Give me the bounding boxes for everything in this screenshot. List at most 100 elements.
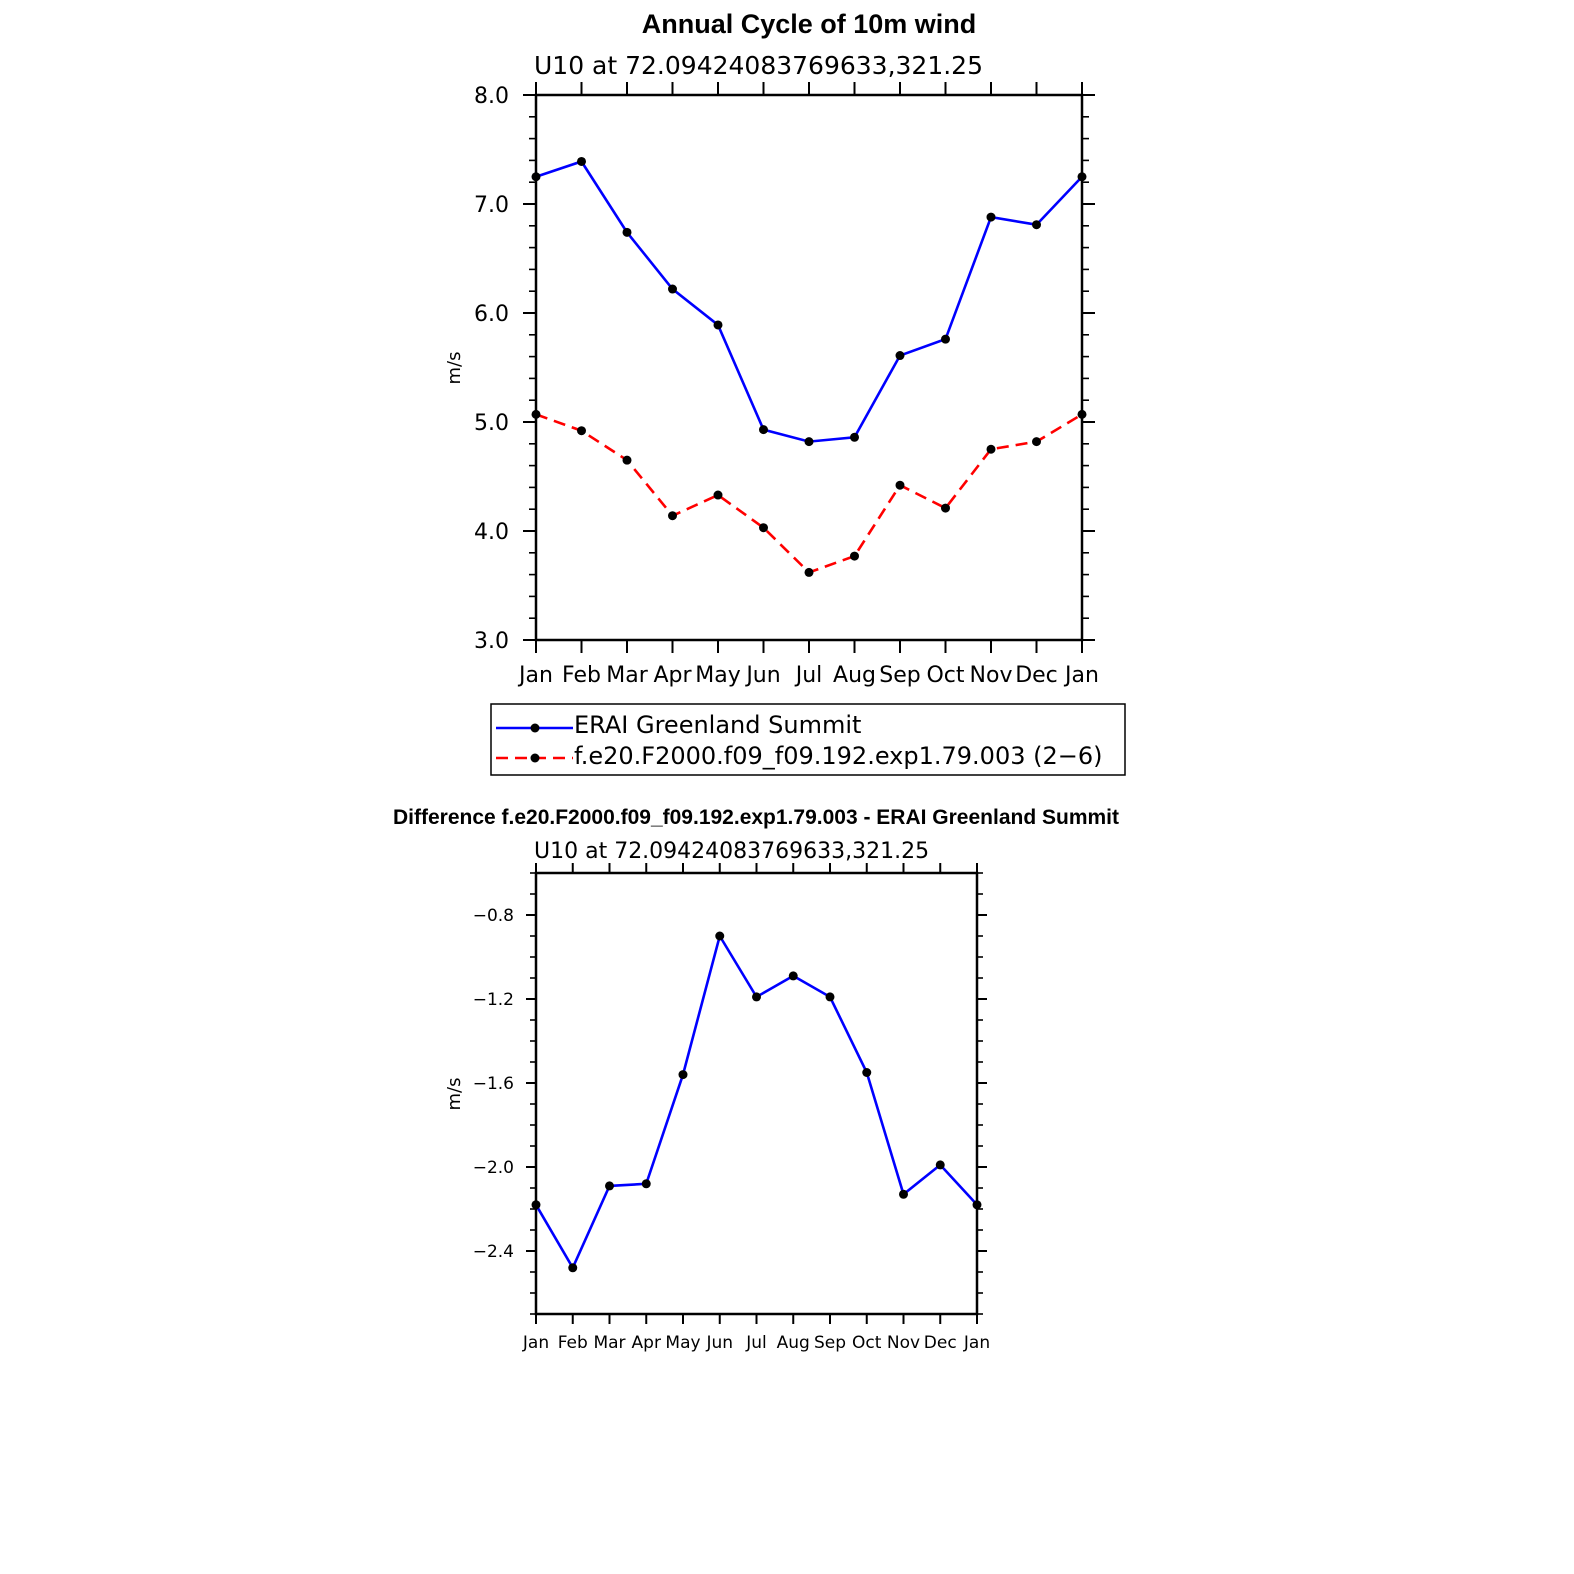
x-tick-label: Apr (653, 663, 692, 688)
chart2-title: Difference f.e20.F2000.f09_f09.192.exp1.… (393, 806, 1119, 829)
x-tick-label: Dec (924, 1333, 957, 1353)
data-point (788, 971, 798, 981)
data-point (577, 156, 586, 166)
data-point (895, 480, 905, 490)
y-tick-label: 7.0 (474, 193, 509, 218)
chart2-axes: Jan Feb Mar Apr May Jun Jul Aug Sep Oct Nov Dec Jan −… (473, 863, 990, 1353)
data-point (972, 1200, 982, 1210)
y-tick-label: 4.0 (474, 520, 509, 545)
chart1-legend: ERAI Greenland Summit f.e20.F2000.f09_f0… (490, 703, 1126, 776)
chart1-subtitle: U10 at 72.09424083769633,321.25 (534, 51, 983, 80)
data-point (804, 437, 814, 447)
x-tick-label: Jan (517, 663, 553, 688)
data-point (531, 1200, 541, 1210)
x-tick-label: Jul (794, 663, 823, 688)
data-point (1032, 437, 1041, 447)
chart1-title: Annual Cycle of 10m wind (642, 9, 977, 39)
x-tick-label: Oct (852, 1333, 882, 1353)
data-point (641, 1179, 651, 1189)
data-point (577, 426, 586, 436)
data-point (531, 172, 541, 182)
data-point (986, 212, 996, 222)
x-tick-label: Jun (705, 1333, 733, 1353)
x-tick-label: Feb (562, 663, 601, 688)
y-tick-label: −2.0 (473, 1158, 514, 1178)
data-point (715, 931, 725, 941)
data-point (862, 1068, 872, 1077)
x-tick-label: May (665, 1333, 700, 1353)
chart-annual-cycle: Annual Cycle of 10m wind U10 at 72.09424… (444, 9, 1126, 776)
x-tick-label: Mar (606, 663, 648, 688)
y-tick-label: −1.6 (473, 1074, 514, 1094)
x-tick-label: Aug (777, 1333, 810, 1353)
y-tick-label: −2.4 (473, 1242, 514, 1262)
chart2-plot-frame (534, 871, 979, 1316)
x-tick-label: Jan (1063, 663, 1099, 688)
x-tick-label: Jun (744, 663, 780, 688)
chart2-series-line-0 (534, 932, 978, 1271)
data-point (825, 992, 835, 1002)
data-point (759, 425, 768, 435)
data-point (622, 227, 632, 237)
data-point (713, 490, 723, 500)
chart2-series (531, 931, 982, 1273)
data-point (759, 523, 768, 533)
legend-swatch-marker (530, 753, 540, 763)
data-point (895, 351, 905, 361)
data-point (986, 444, 996, 454)
data-point (752, 992, 761, 1002)
x-tick-label: Feb (558, 1333, 588, 1353)
data-point (1077, 409, 1087, 419)
chart2-subtitle: U10 at 72.09424083769633,321.25 (534, 839, 929, 864)
legend-swatches (496, 723, 573, 763)
data-point (804, 567, 814, 577)
data-point (1032, 220, 1041, 230)
chart1-plot-frame (534, 93, 1084, 642)
y-tick-label: 8.0 (474, 84, 509, 109)
data-point (568, 1263, 578, 1273)
x-tick-label: Jan (522, 1333, 549, 1353)
x-tick-label: Oct (926, 663, 964, 688)
data-point (713, 320, 723, 330)
data-point (668, 284, 677, 294)
x-tick-label: Aug (833, 663, 876, 688)
y-tick-label: 3.0 (474, 629, 509, 654)
x-tick-label: Jan (963, 1333, 990, 1353)
data-point (605, 1181, 614, 1191)
chart2-ylabel: m/s (444, 1078, 465, 1111)
data-point (531, 409, 541, 419)
data-point (1077, 172, 1087, 182)
y-tick-label: −1.2 (473, 990, 514, 1010)
x-tick-label: Mar (593, 1333, 625, 1353)
x-tick-label: Apr (632, 1333, 661, 1353)
data-point (850, 551, 859, 561)
data-point (622, 455, 632, 465)
x-tick-label: Nov (970, 663, 1013, 688)
x-tick-label: Nov (887, 1333, 920, 1353)
y-tick-label: 5.0 (474, 411, 509, 436)
x-tick-label: Sep (814, 1333, 846, 1353)
data-point (935, 1160, 945, 1170)
chart1-series (531, 156, 1087, 577)
data-point (668, 511, 677, 521)
x-tick-label: Sep (879, 663, 920, 688)
y-tick-label: −0.8 (473, 906, 514, 926)
y-tick-label: 6.0 (474, 302, 509, 327)
x-tick-label: Jul (745, 1333, 767, 1353)
chart1-ylabel: m/s (444, 352, 465, 385)
x-tick-label: May (695, 663, 740, 688)
data-point (850, 432, 859, 442)
data-point (678, 1070, 688, 1080)
legend-label-erai: ERAI Greenland Summit (574, 711, 861, 739)
legend-box (490, 703, 1126, 776)
x-tick-label: Dec (1015, 663, 1058, 688)
legend-swatch-marker (530, 723, 540, 733)
chart-difference: Difference f.e20.F2000.f09_f09.192.exp1.… (393, 806, 1119, 1353)
data-point (899, 1189, 908, 1199)
data-point (941, 503, 950, 513)
chart1-axes: Jan Feb Mar Apr May Jun Jul Aug Sep Oct Nov Dec Jan3… (474, 82, 1099, 688)
legend-label-model: f.e20.F2000.f09_f09.192.exp1.79.003 (2−6… (574, 742, 1102, 770)
chart1-series-line-0 (535, 159, 1083, 443)
data-point (941, 334, 950, 344)
